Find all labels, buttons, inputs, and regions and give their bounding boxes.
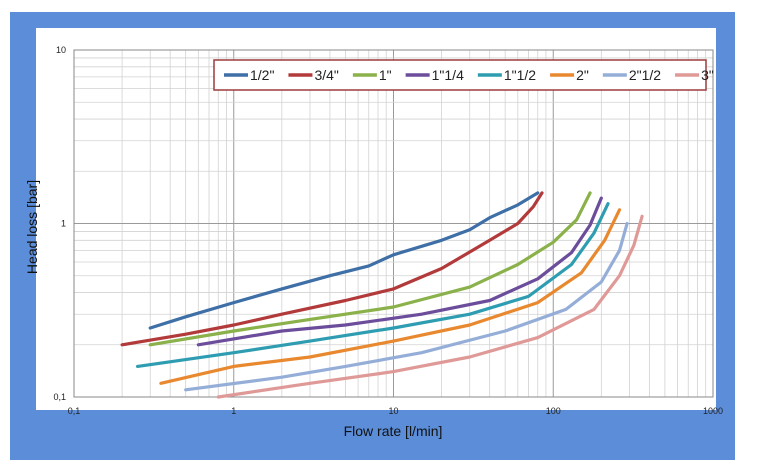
y-axis-label: Head loss [bar]: [24, 180, 40, 274]
series-line-7: [184, 221, 629, 392]
legend-label: 3/4": [314, 67, 338, 83]
tick-labels: 0,1 1 10 100 1000 0,1 1 10: [53, 45, 723, 416]
x-tick-label: 0,1: [68, 406, 81, 416]
y-tick-label: 0,1: [53, 392, 66, 402]
legend-label: 2": [576, 67, 589, 83]
series-line-5: [136, 202, 610, 368]
x-tick-label: 100: [546, 406, 561, 416]
x-axis-label: Flow rate [l/min]: [344, 423, 443, 439]
legend-label: 1/2": [250, 67, 274, 83]
legend-label: 2"1/2: [629, 67, 661, 83]
plot-border: [73, 49, 714, 398]
chart-background: [36, 28, 716, 410]
series-line-4: [196, 196, 603, 347]
x-tick-label: 10: [388, 406, 398, 416]
y-tick-label: 10: [56, 45, 66, 55]
legend-label: 1": [379, 67, 392, 83]
series-lines: [120, 191, 644, 399]
series-line-3: [148, 191, 592, 347]
legend-label: 1"1/4: [432, 67, 464, 83]
legend: 1/2" 3/4" 1" 1"1/4 1"1/2 2" 2"1/2 3": [213, 59, 714, 91]
series-line-1: [148, 191, 540, 330]
grid: [73, 49, 714, 398]
legend-label: 1"1/2: [504, 67, 536, 83]
series-line-2: [120, 191, 544, 347]
x-tick-label: 1000: [703, 406, 723, 416]
series-line-6: [159, 208, 622, 385]
series-line-8: [216, 214, 644, 399]
y-tick-label: 1: [61, 219, 66, 229]
legend-label: 3": [701, 67, 714, 83]
x-tick-label: 1: [231, 406, 236, 416]
